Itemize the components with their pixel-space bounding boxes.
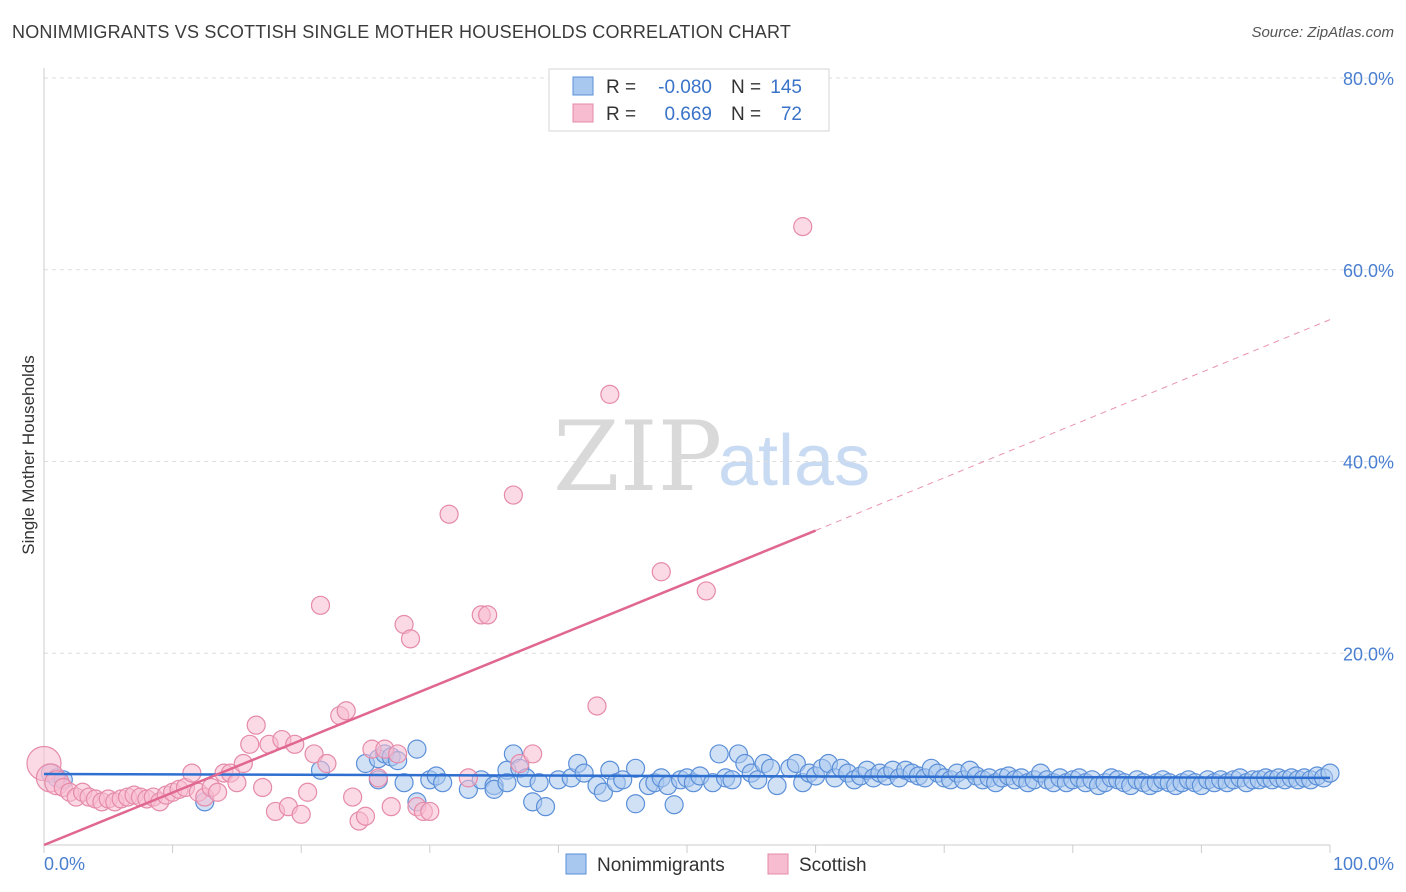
legend-n-label: N = — [731, 104, 761, 125]
scottish-point — [246, 715, 266, 735]
legend-box: R = -0.080 N = 145 R = 0.669 N = 72 — [548, 68, 830, 132]
nonimmigrants-trend-line — [43, 772, 1331, 780]
chart-title: NONIMMIGRANTS VS SCOTTISH SINGLE MOTHER … — [12, 22, 792, 42]
scottish-point — [793, 217, 813, 237]
bottom-legend-swatch-nonimmigrants — [565, 853, 587, 875]
scottish-point — [651, 562, 671, 582]
scottish-point — [208, 782, 228, 802]
bottom-legend-swatch-scottish — [767, 853, 789, 875]
scottish-point — [523, 744, 543, 764]
bottom-legend: Nonimmigrants Scottish — [565, 853, 867, 876]
scottish-point — [510, 753, 530, 774]
legend-r-label: R = — [606, 77, 636, 98]
scottish-point — [253, 777, 273, 798]
y-ticks: 20.0% 40.0% 60.0% 80.0% — [1343, 69, 1394, 664]
scottish-point — [291, 804, 311, 824]
nonimmigrants-point — [574, 763, 594, 783]
scottish-point — [439, 504, 459, 524]
scottish-point — [458, 768, 478, 788]
nonimmigrants-point — [625, 794, 646, 814]
legend-r-value: -0.080 — [658, 77, 712, 98]
nonimmigrants-point — [535, 797, 556, 817]
scottish-point — [600, 384, 620, 404]
scottish-point — [298, 782, 318, 802]
nonimmigrants-point — [760, 758, 781, 778]
nonimmigrants-point — [433, 773, 453, 793]
nonimmigrants-point — [529, 773, 549, 793]
scottish-point — [388, 744, 408, 764]
trend-lines — [43, 319, 1331, 847]
x-tick-label-max: 100.0% — [1333, 854, 1394, 874]
scottish-point — [317, 753, 337, 774]
scottish-point — [420, 801, 440, 822]
nonimmigrants-point — [1320, 763, 1340, 783]
series-scottish — [26, 217, 813, 831]
scottish-point — [182, 763, 202, 783]
legend-n-value: 72 — [781, 104, 802, 125]
nonimmigrants-point — [625, 758, 646, 778]
nonimmigrants-point — [407, 739, 427, 759]
scottish-point — [343, 787, 363, 807]
bottom-legend-label-scottish: Scottish — [799, 855, 867, 876]
legend-swatch-nonimmigrants — [572, 76, 594, 96]
scottish-point — [368, 768, 388, 788]
y-axis-title: Single Mother Households — [19, 355, 38, 554]
legend-n-value: 145 — [770, 77, 802, 98]
axes — [43, 68, 1331, 853]
nonimmigrants-point — [709, 744, 729, 764]
scottish-point — [304, 744, 324, 764]
legend-swatch-scottish — [572, 103, 594, 123]
legend-r-value: 0.669 — [664, 104, 712, 125]
legend-r-label: R = — [606, 104, 636, 125]
nonimmigrants-point — [593, 782, 614, 802]
scottish-point — [336, 701, 356, 721]
scottish-point — [355, 806, 376, 826]
nonimmigrants-point — [394, 773, 414, 793]
bottom-legend-label-nonimmigrants: Nonimmigrants — [597, 855, 725, 876]
x-tick-label-min: 0.0% — [44, 854, 85, 874]
gridlines — [44, 77, 1394, 654]
scottish-trend-extension — [815, 319, 1331, 531]
nonimmigrants-point — [786, 753, 806, 774]
scottish-point — [587, 696, 607, 716]
y-tick-label: 60.0% — [1343, 261, 1394, 281]
scottish-point — [240, 734, 260, 754]
y-tick-label: 20.0% — [1343, 644, 1394, 664]
scottish-point — [478, 605, 498, 625]
scottish-point — [696, 581, 716, 601]
scottish-point — [310, 595, 331, 615]
scottish-point — [503, 485, 523, 505]
scottish-point — [400, 629, 421, 649]
nonimmigrants-point — [722, 770, 742, 790]
source-label: Source: ZipAtlas.com — [1251, 24, 1394, 41]
nonimmigrants-point — [497, 773, 517, 793]
watermark-zip: ZIP — [553, 401, 722, 513]
scottish-point — [227, 773, 247, 793]
y-tick-label: 80.0% — [1343, 69, 1394, 89]
nonimmigrants-point — [767, 775, 787, 796]
nonimmigrants-point — [664, 795, 684, 815]
legend-n-label: N = — [731, 77, 761, 98]
scottish-trend-line — [43, 529, 817, 847]
scottish-point — [381, 797, 401, 817]
y-tick-label: 40.0% — [1343, 453, 1394, 473]
